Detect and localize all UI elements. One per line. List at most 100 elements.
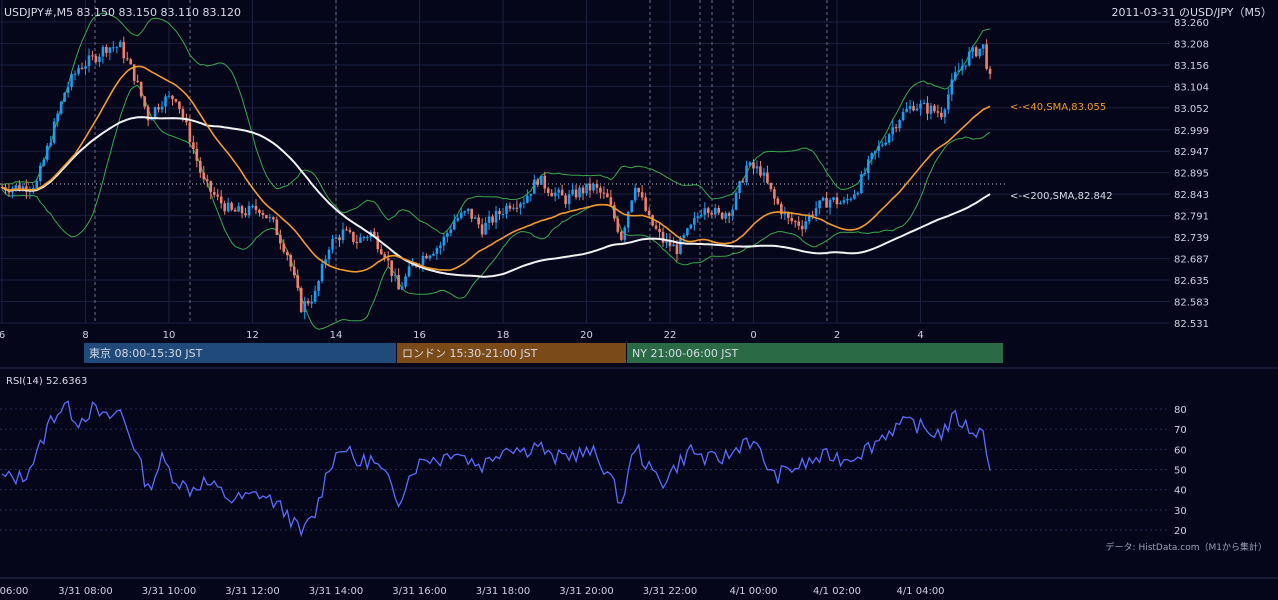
time-tick-label: 0 xyxy=(750,330,756,341)
candle-body xyxy=(533,179,536,194)
candle-body xyxy=(477,217,480,225)
candle-body xyxy=(355,241,359,243)
price-axis: 83.260 83.208 83.156 83.104 83.052 82.999 82.9… xyxy=(1174,18,1209,330)
candle-body xyxy=(717,207,721,213)
candle-body xyxy=(773,189,776,199)
candle-body xyxy=(122,41,126,59)
candle-body xyxy=(63,92,66,102)
candle-body xyxy=(446,233,449,237)
candle-body xyxy=(372,231,376,236)
price-tick-label: 82.791 xyxy=(1174,212,1209,223)
session-bars: 東京 08:00-15:30 JST ロンドン 15:30-21:00 JST NY… xyxy=(84,343,1003,363)
candle-body xyxy=(195,148,199,161)
candle-body xyxy=(786,212,790,218)
candle-body xyxy=(188,122,192,143)
candle-body xyxy=(376,235,380,250)
candle-body xyxy=(192,142,195,149)
candle-body xyxy=(14,185,18,189)
candle-body xyxy=(348,230,352,232)
candle-body xyxy=(731,209,734,217)
candle-body xyxy=(160,106,164,110)
bottom-time-label: 3/31 22:00 xyxy=(643,586,697,597)
candle-body xyxy=(842,200,846,203)
sma200-line xyxy=(1,116,991,278)
candle-body xyxy=(703,208,707,215)
candle-body xyxy=(498,211,501,215)
candle-body xyxy=(741,181,745,183)
bollinger-lower xyxy=(1,84,991,330)
candle-body xyxy=(640,192,644,198)
candle-body xyxy=(254,205,258,210)
candle-body xyxy=(887,134,891,143)
candle-body xyxy=(115,47,119,49)
candle-body xyxy=(338,237,341,241)
candle-body xyxy=(473,217,477,219)
rsi-tick-label: 40 xyxy=(1174,486,1187,497)
candle-body xyxy=(790,217,794,222)
candle-body xyxy=(435,248,439,254)
rsi-tick-label: 80 xyxy=(1174,405,1187,416)
price-tick-label: 82.531 xyxy=(1174,319,1209,330)
candle-body xyxy=(828,199,832,208)
sma40-label: <-<40,SMA,83.055 xyxy=(1010,102,1106,113)
candle-body xyxy=(379,249,383,255)
candle-body xyxy=(279,234,282,244)
candle-body xyxy=(265,215,268,219)
candle-body xyxy=(505,205,508,214)
candle-body xyxy=(877,145,881,151)
candle-body xyxy=(268,217,272,219)
candle-body xyxy=(637,188,640,193)
candle-body xyxy=(91,55,94,57)
price-tick-label: 83.156 xyxy=(1174,61,1209,72)
candle-body xyxy=(734,192,738,210)
rsi-grid xyxy=(0,408,1170,531)
candle-body xyxy=(950,79,954,95)
candle-body xyxy=(313,290,317,302)
candle-body xyxy=(285,251,289,256)
candle-body xyxy=(933,105,936,112)
candle-body xyxy=(282,243,286,252)
candle-body xyxy=(706,208,710,213)
candle-body xyxy=(974,47,978,57)
candle-body xyxy=(769,182,773,190)
candle-body xyxy=(118,41,122,48)
rsi-tick-label: 20 xyxy=(1174,526,1187,537)
candle-body xyxy=(613,205,616,219)
candle-body xyxy=(522,202,526,204)
candle-body xyxy=(863,173,867,175)
sma200-label: <-<200,SMA,82.842 xyxy=(1010,191,1113,202)
candle-body xyxy=(230,202,233,210)
candle-body xyxy=(720,212,724,219)
candle-body xyxy=(352,231,355,242)
candle-body xyxy=(689,224,693,229)
candle-body xyxy=(710,212,714,215)
candle-body xyxy=(981,44,985,49)
candle-body xyxy=(630,200,634,212)
candle-body xyxy=(442,236,446,246)
candle-body xyxy=(752,162,755,169)
bottom-time-label: 3/31 18:00 xyxy=(476,586,530,597)
candle-body xyxy=(296,275,300,288)
candle-body xyxy=(557,189,560,193)
candle-body xyxy=(383,254,387,259)
candle-body xyxy=(957,70,961,72)
candle-body xyxy=(94,56,98,62)
candle-body xyxy=(320,264,324,282)
candle-body xyxy=(84,66,87,69)
candle-body xyxy=(654,225,658,229)
price-tick-label: 83.260 xyxy=(1174,18,1209,29)
symbol-info: USDJPY#,M5 83.150 83.150 83.110 83.120 xyxy=(4,6,241,19)
candle-body xyxy=(940,112,943,118)
price-tick-label: 82.843 xyxy=(1174,190,1209,201)
candle-body xyxy=(359,237,362,243)
candle-body xyxy=(143,96,146,107)
candle-body xyxy=(926,102,929,114)
candle-body xyxy=(212,192,216,195)
bottom-time-label: 3/31 14:00 xyxy=(309,586,363,597)
candle-body xyxy=(303,301,306,313)
price-grid xyxy=(0,0,1170,324)
candle-body xyxy=(846,199,849,201)
candle-body xyxy=(494,211,498,223)
candle-body xyxy=(421,255,425,265)
